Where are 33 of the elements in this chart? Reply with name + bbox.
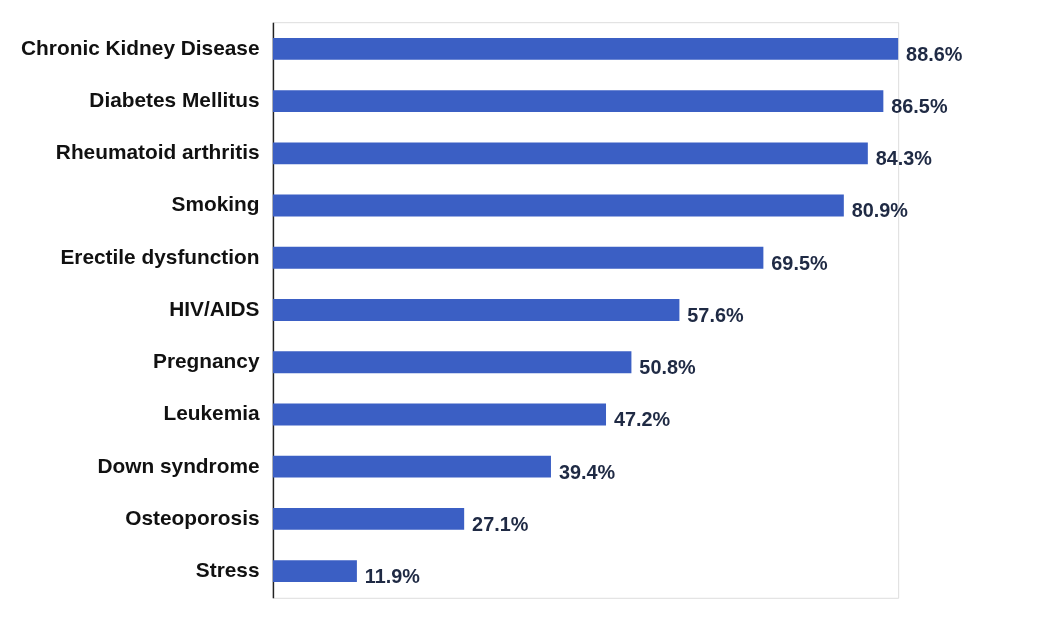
bar xyxy=(272,508,465,530)
y-tick-label: Diabetes Mellitus xyxy=(89,88,260,112)
y-tick-label: Pregnancy xyxy=(153,349,260,373)
y-tick-label: Smoking xyxy=(171,192,260,216)
data-label: 39.4% xyxy=(558,460,616,483)
bar xyxy=(272,194,844,217)
y-tick-label: HIV/AIDS xyxy=(169,296,260,320)
bar xyxy=(272,455,551,478)
bar xyxy=(272,560,357,583)
data-label: 27.1% xyxy=(472,512,529,535)
y-tick-label: Erectile dysfunction xyxy=(60,244,260,268)
y-tick-label: Rheumatoid arthritis xyxy=(55,140,260,164)
data-label: 57.6% xyxy=(687,303,744,326)
bar xyxy=(272,37,899,60)
y-tick-label: Leukemia xyxy=(163,401,260,425)
y-tick-label: Down syndrome xyxy=(97,453,260,477)
data-label: 11.9% xyxy=(364,565,421,588)
bar xyxy=(272,142,868,165)
data-label: 47.2% xyxy=(613,408,671,431)
bar xyxy=(272,351,632,374)
data-label: 50.8% xyxy=(639,356,696,379)
y-tick-label: Osteoporosis xyxy=(125,505,260,529)
data-label: 86.5% xyxy=(891,94,948,117)
bar xyxy=(272,403,607,426)
data-label: 80.9% xyxy=(851,199,909,222)
bar xyxy=(272,299,680,321)
data-label: 88.6% xyxy=(906,42,963,65)
y-tick-label: Chronic Kidney Disease xyxy=(21,35,260,59)
y-tick-label: Stress xyxy=(195,558,260,582)
bar xyxy=(272,246,764,269)
data-label: 84.3% xyxy=(875,147,933,170)
bar xyxy=(272,90,884,112)
data-label: 69.5% xyxy=(771,251,828,274)
